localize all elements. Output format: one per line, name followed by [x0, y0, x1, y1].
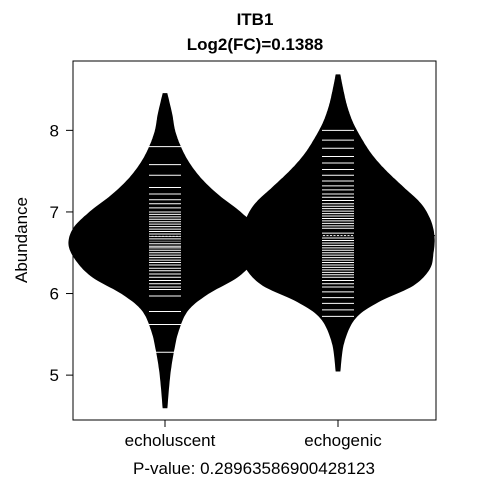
- y-tick-label: 8: [50, 121, 59, 140]
- y-tick-label: 7: [50, 203, 59, 222]
- y-tick-label: 5: [50, 366, 59, 385]
- x-axis: echoluscent echogenic: [125, 420, 382, 450]
- y-axis-label: Abundance: [12, 197, 31, 283]
- chart-subtitle: Log2(FC)=0.1388: [187, 35, 324, 54]
- y-axis: 5 6 7 8: [50, 121, 73, 385]
- bean-echogenic: [241, 74, 435, 372]
- bean-echoluscent: [68, 93, 262, 409]
- x-tick-label: echogenic: [304, 431, 382, 450]
- plot-frame: [72, 60, 437, 421]
- overlay-layer: [73, 229, 436, 243]
- beans-layer: [68, 74, 435, 409]
- p-value-label: P-value: 0.28963586900428123: [133, 459, 375, 478]
- chart-title: ITB1: [237, 10, 274, 29]
- y-tick-label: 6: [50, 285, 59, 304]
- x-tick-label: echoluscent: [125, 431, 216, 450]
